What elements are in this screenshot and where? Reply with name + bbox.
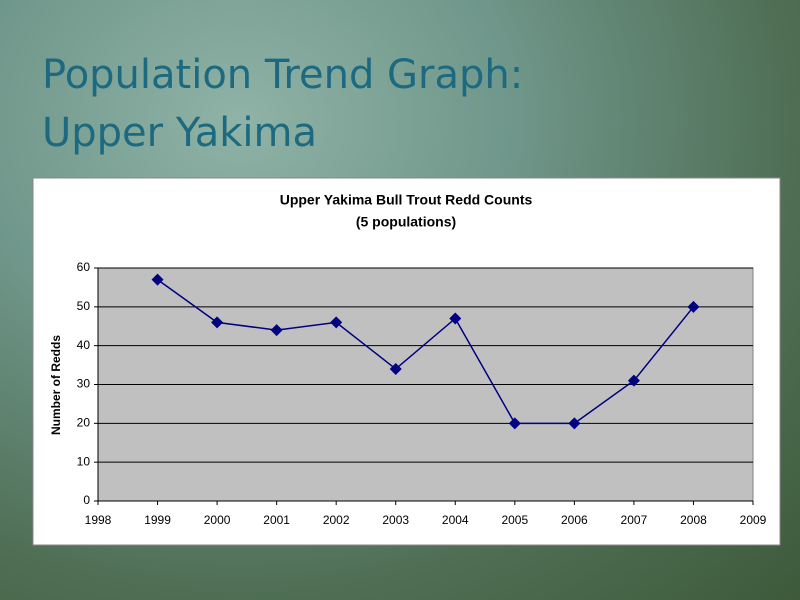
slide-title: Upper Yakima [42, 110, 318, 156]
x-tick-label: 2000 [204, 513, 231, 527]
slide-title: Population Trend Graph: [42, 52, 524, 98]
data-marker [687, 300, 700, 313]
y-tick-label: 10 [77, 454, 91, 468]
y-axis-label: Number of Redds [49, 335, 63, 435]
x-tick-label: 2007 [621, 513, 648, 527]
data-marker [330, 316, 343, 329]
y-tick-label: 50 [77, 299, 91, 313]
x-tick-label: 2004 [442, 513, 469, 527]
y-tick-label: 20 [77, 416, 91, 430]
data-line [157, 279, 695, 425]
x-tick-label: 2008 [680, 513, 707, 527]
x-tick-label: 1999 [144, 513, 171, 527]
x-tick-label: 2009 [740, 513, 767, 527]
data-marker [627, 374, 640, 387]
data-marker [568, 417, 581, 430]
y-tick-label: 60 [77, 260, 91, 274]
data-marker [389, 362, 402, 375]
chart-title: Upper Yakima Bull Trout Redd Counts [280, 192, 533, 208]
data-marker [151, 273, 164, 286]
y-tick-label: 40 [77, 338, 91, 352]
data-marker [449, 312, 462, 325]
data-marker [211, 316, 224, 329]
x-tick-label: 2005 [501, 513, 528, 527]
x-tick-label: 2002 [323, 513, 350, 527]
data-marker [270, 324, 283, 337]
y-tick-label: 0 [83, 493, 90, 507]
chart-subtitle: (5 populations) [356, 214, 456, 230]
x-tick-label: 1998 [85, 513, 112, 527]
x-tick-label: 2003 [382, 513, 409, 527]
x-tick-label: 2001 [263, 513, 290, 527]
data-marker [508, 417, 521, 430]
y-tick-label: 30 [77, 377, 91, 391]
x-tick-label: 2006 [561, 513, 588, 527]
